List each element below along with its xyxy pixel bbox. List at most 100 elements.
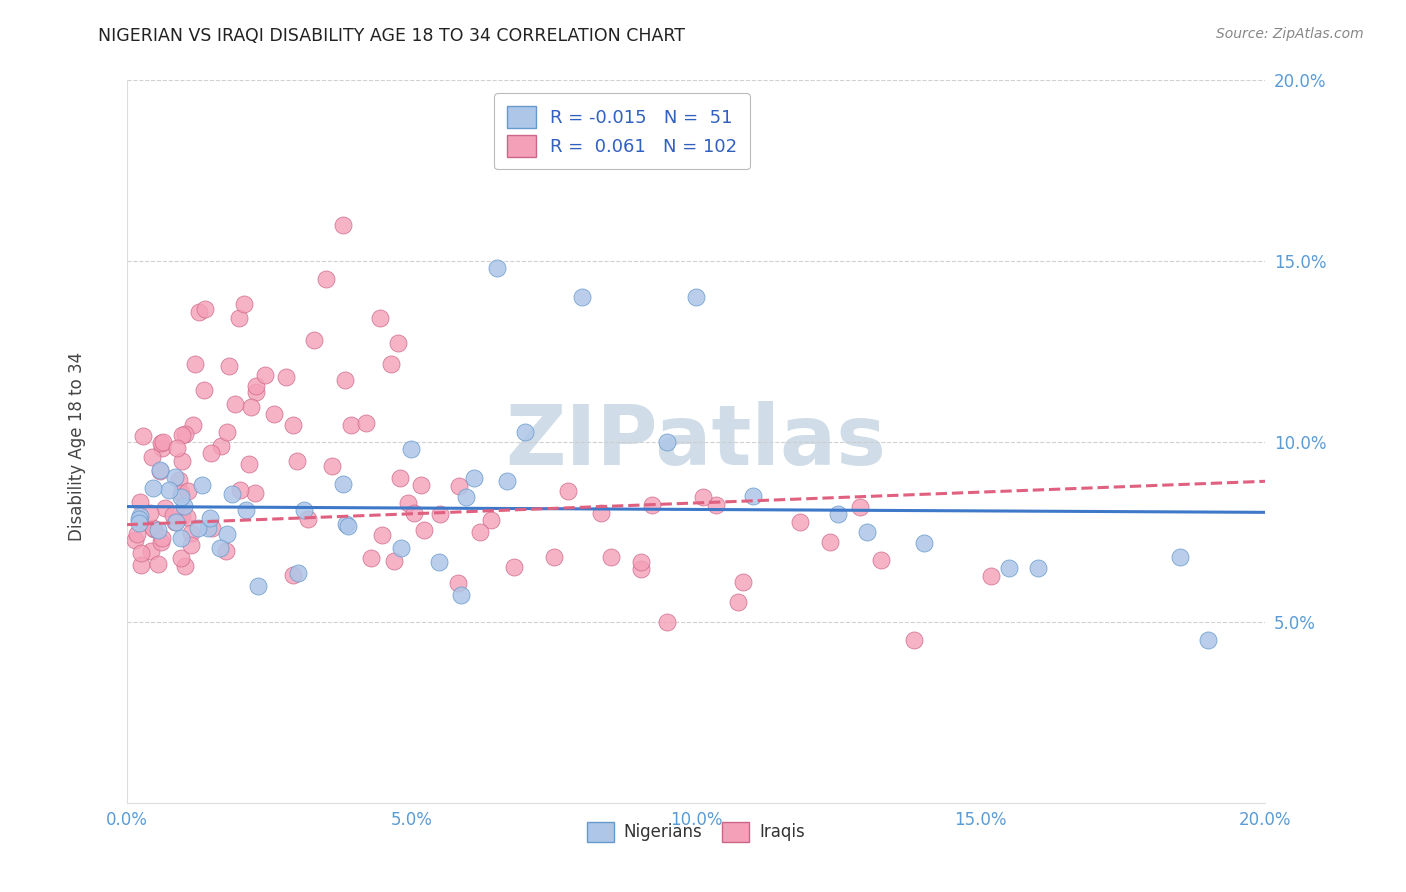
Point <box>181 417 204 432</box>
Point <box>150 441 173 455</box>
Point <box>153 500 176 515</box>
Text: NIGERIAN VS IRAQI DISABILITY AGE 18 TO 34 CORRELATION CHART: NIGERIAN VS IRAQI DISABILITY AGE 18 TO 3… <box>98 27 685 45</box>
Point <box>998 561 1021 575</box>
Point <box>657 615 679 630</box>
Point <box>427 555 450 569</box>
Point <box>163 515 186 529</box>
Point <box>131 429 153 443</box>
Point <box>194 302 217 317</box>
Point <box>193 383 215 397</box>
Point <box>139 543 162 558</box>
Point <box>142 522 165 536</box>
Point <box>188 304 211 318</box>
Point <box>589 506 612 520</box>
Point <box>503 559 526 574</box>
Point <box>174 427 197 442</box>
Point <box>142 481 165 495</box>
Point <box>191 477 214 491</box>
Point <box>129 494 152 508</box>
Point <box>176 509 198 524</box>
Point <box>245 379 267 393</box>
Point <box>238 458 260 472</box>
Point <box>235 503 257 517</box>
Point <box>170 531 193 545</box>
Point <box>228 311 250 326</box>
Point <box>172 508 194 523</box>
Point <box>731 575 754 590</box>
Point <box>253 368 276 382</box>
Point <box>337 519 360 533</box>
Point <box>152 434 174 449</box>
Point <box>170 550 193 565</box>
Point <box>215 527 238 541</box>
Point <box>172 428 194 442</box>
Point <box>166 442 188 456</box>
Point <box>287 566 309 580</box>
Point <box>201 521 224 535</box>
Point <box>142 521 165 535</box>
Point <box>240 400 263 414</box>
Point <box>855 524 877 539</box>
Point <box>335 517 357 532</box>
Point <box>124 533 146 548</box>
Point <box>630 562 652 576</box>
Point <box>411 477 433 491</box>
Point <box>128 509 150 524</box>
Point <box>571 290 593 304</box>
Point <box>368 311 391 326</box>
Point <box>382 554 405 568</box>
Point <box>245 384 267 399</box>
Point <box>371 528 394 542</box>
Point <box>380 357 402 371</box>
Point <box>197 521 219 535</box>
Point <box>354 417 377 431</box>
Point <box>389 541 412 556</box>
Point <box>131 545 153 559</box>
Point <box>209 439 232 453</box>
Point <box>215 544 238 558</box>
Point <box>229 483 252 497</box>
Point <box>429 507 451 521</box>
Point <box>641 498 664 512</box>
Point <box>149 464 172 478</box>
Point <box>789 515 811 529</box>
Point <box>292 503 315 517</box>
Point <box>396 496 419 510</box>
Point <box>543 550 565 565</box>
Point <box>162 508 184 522</box>
Legend: Nigerians, Iraqis: Nigerians, Iraqis <box>581 815 811 848</box>
Point <box>281 417 304 432</box>
Point <box>184 357 207 371</box>
Point <box>125 527 148 541</box>
Point <box>912 535 935 549</box>
Point <box>297 512 319 526</box>
Point <box>148 557 170 571</box>
Point <box>332 218 354 232</box>
Point <box>218 359 240 374</box>
Point <box>246 579 269 593</box>
Point <box>263 407 285 421</box>
Point <box>321 458 343 473</box>
Point <box>1198 633 1220 648</box>
Point <box>128 516 150 531</box>
Point <box>315 272 337 286</box>
Point <box>742 489 765 503</box>
Point <box>727 595 749 609</box>
Point <box>150 534 173 549</box>
Point <box>165 515 187 529</box>
Point <box>180 538 202 552</box>
Point <box>173 499 195 513</box>
Point <box>485 261 508 276</box>
Point <box>360 550 382 565</box>
Point <box>980 568 1002 582</box>
Point <box>198 511 221 525</box>
Text: Disability Age 18 to 34: Disability Age 18 to 34 <box>69 351 86 541</box>
Point <box>129 558 152 572</box>
Point <box>274 369 297 384</box>
Point <box>685 290 707 304</box>
Point <box>657 434 679 449</box>
Point <box>281 568 304 582</box>
Point <box>169 490 191 504</box>
Point <box>150 435 173 450</box>
Point <box>447 576 470 591</box>
